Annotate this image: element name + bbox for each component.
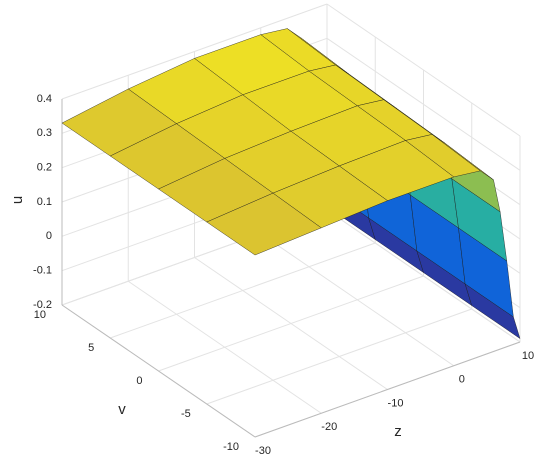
z-tick-label: 0.3 [37,127,52,139]
grid-line [206,308,472,405]
z-tick-label: 0.1 [37,196,52,208]
grid-line [158,275,424,372]
z-axis-label: u [9,196,26,204]
z-tick-label: -0.2 [33,299,52,311]
axis-line [254,341,521,438]
axis-line [61,304,256,438]
grid-line [61,3,328,100]
x-tick-label: -30 [255,445,271,457]
y-tick-label: 0 [136,375,142,387]
y-axis-label: v [118,401,126,418]
x-tick-label: -20 [321,421,337,433]
y-tick-label: 10 [34,309,46,321]
z-tick-label: 0.2 [37,162,52,174]
y-tick-label: -10 [223,441,239,453]
grid-line [326,37,521,171]
z-tick-label: 0 [46,230,52,242]
x-axis-label: z [394,423,402,440]
x-tick-label: 10 [522,350,534,362]
y-tick-label: 5 [88,342,94,354]
surface-face [206,192,322,256]
grid-line [326,209,521,343]
y-tick-label: -5 [181,408,191,420]
x-tick-label: 0 [459,374,465,386]
grid-line [110,242,376,339]
z-tick-label: 0.4 [37,93,52,105]
grid-line [326,3,521,137]
x-tick-label: -10 [388,397,404,409]
z-tick-label: -0.1 [33,265,52,277]
